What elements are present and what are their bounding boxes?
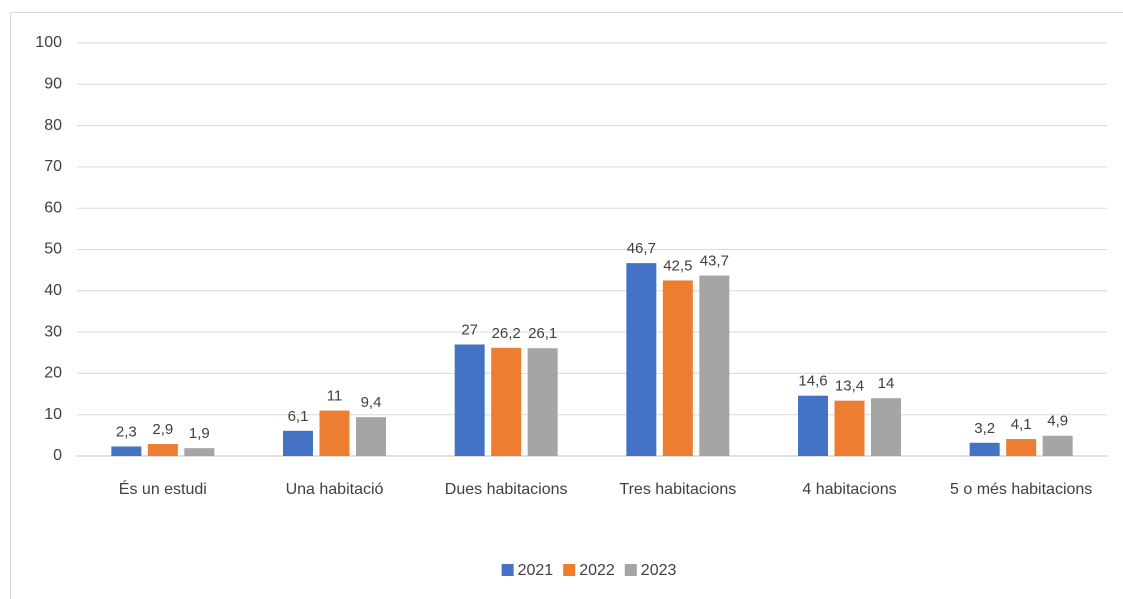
y-tick-label: 20: [44, 365, 62, 382]
value-label: 14,6: [798, 373, 827, 390]
y-tick-label: 0: [53, 447, 62, 464]
bar: [147, 444, 178, 456]
bar: [319, 410, 350, 456]
bar: [798, 395, 828, 456]
x-tick-label: Tres habitacions: [619, 481, 736, 498]
value-label: 26,1: [528, 325, 557, 342]
x-tick-label: És un estudi: [119, 479, 207, 498]
legend-swatch: [563, 564, 576, 576]
bar: [454, 344, 485, 456]
y-tick-label: 80: [44, 117, 62, 134]
y-tick-label: 50: [44, 241, 62, 258]
value-label: 14: [878, 375, 895, 392]
y-tick-label: 100: [35, 34, 62, 51]
chart-frame: [10, 12, 1123, 599]
value-label: 9,4: [361, 394, 382, 411]
legend-label: 2021: [518, 562, 554, 579]
bar: [969, 442, 1000, 456]
x-tick-label: 4 habitacions: [802, 481, 896, 498]
value-label: 2,3: [116, 423, 137, 440]
y-tick-label: 90: [44, 76, 62, 93]
y-tick-label: 30: [44, 323, 62, 340]
legend-swatch: [501, 564, 514, 576]
x-tick-label: Dues habitacions: [445, 481, 568, 498]
bar: [662, 280, 693, 456]
y-tick-label: 60: [44, 199, 62, 216]
value-label: 3,2: [974, 420, 995, 437]
value-label: 42,5: [663, 257, 692, 274]
bar: [283, 430, 313, 456]
bar: [626, 263, 657, 456]
y-tick-label: 70: [44, 158, 62, 175]
bar: [184, 448, 215, 456]
bar: [527, 348, 558, 456]
value-label: 11: [327, 388, 343, 405]
legend-label: 2022: [579, 562, 615, 579]
value-label: 6,1: [288, 408, 309, 425]
value-label: 1,9: [189, 425, 210, 442]
bar: [1006, 439, 1037, 456]
y-tick-label: 10: [44, 406, 62, 423]
value-label: 46,7: [627, 240, 656, 257]
bar: [111, 446, 142, 456]
bar: [1042, 435, 1073, 456]
bar: [356, 417, 386, 456]
bar: [491, 347, 522, 456]
x-tick-label: Una habitació: [286, 481, 384, 498]
legend-label: 2023: [641, 562, 677, 579]
bar: [834, 400, 865, 456]
value-label: 4,1: [1011, 416, 1032, 433]
bar: [871, 398, 901, 456]
value-label: 4,9: [1047, 413, 1068, 430]
legend-swatch: [624, 564, 637, 576]
value-label: 27: [461, 321, 478, 338]
value-label: 43,7: [700, 252, 729, 269]
value-label: 13,4: [835, 378, 864, 395]
value-label: 26,2: [492, 325, 521, 342]
x-tick-label: 5 o més habitacions: [950, 481, 1092, 498]
y-tick-label: 40: [44, 282, 62, 299]
value-label: 2,9: [152, 421, 173, 438]
bar: [699, 275, 730, 456]
